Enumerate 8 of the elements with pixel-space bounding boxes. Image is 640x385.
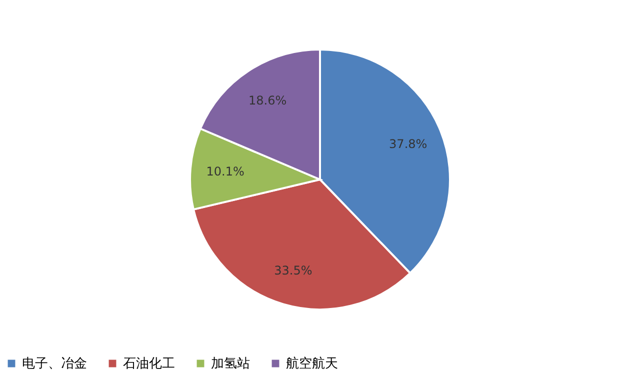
legend-label: 航空航天 xyxy=(286,356,338,372)
legend-label: 加氢站 xyxy=(211,356,250,372)
data-label: 18.6% xyxy=(248,93,287,108)
legend-label: 电子、冶金 xyxy=(22,356,87,372)
data-label: 33.5% xyxy=(274,264,312,278)
data-label: 10.1% xyxy=(206,164,244,178)
legend-label: 石油化工 xyxy=(123,356,175,372)
data-label: 37.8% xyxy=(389,136,428,151)
